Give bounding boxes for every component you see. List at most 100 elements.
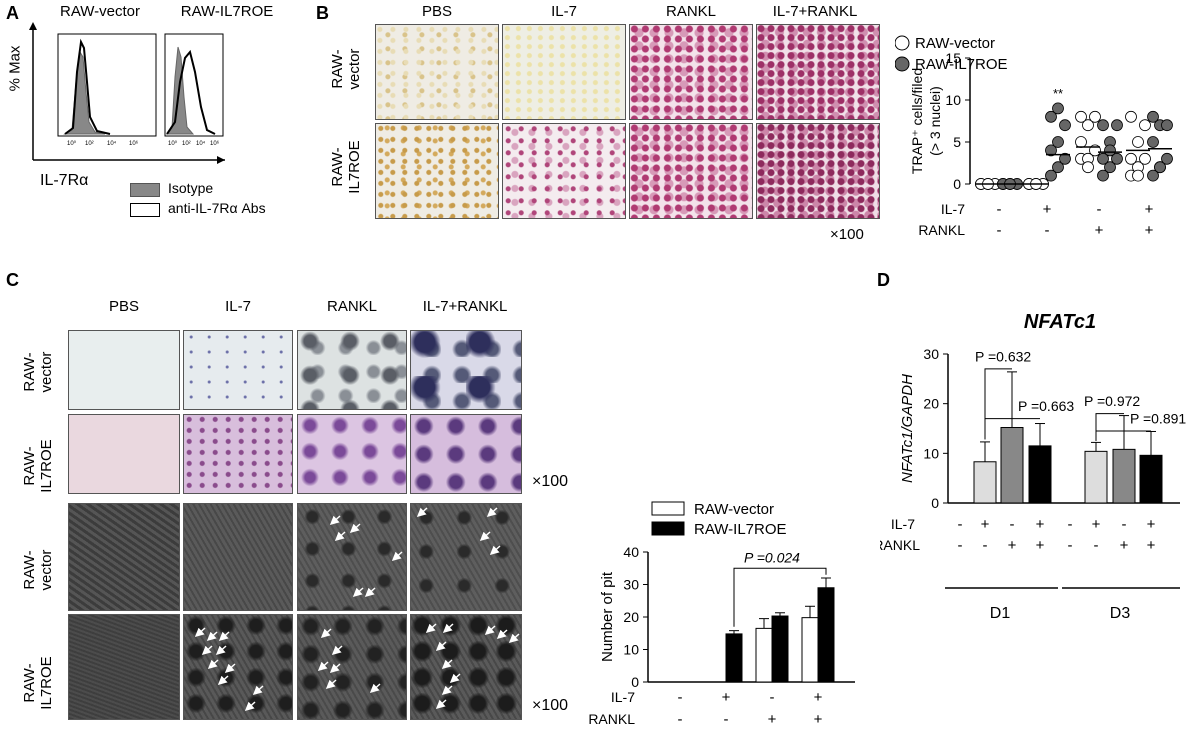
treatment-sign: +	[1145, 201, 1154, 218]
panel-b-col-label: RANKL	[665, 3, 717, 20]
treatment-sign: +	[1092, 516, 1101, 533]
y-tick-label: 0	[953, 176, 961, 192]
panel-a-x-label: IL-7Rα	[40, 172, 89, 189]
micrograph-c-vector-il7	[183, 330, 293, 410]
data-point	[1097, 152, 1109, 165]
legend-label: RAW-vector	[915, 35, 995, 52]
bar	[755, 627, 773, 683]
treatment-sign: -	[724, 711, 729, 728]
treatment-sign: -	[1068, 516, 1073, 533]
tick-label: 10⁴	[107, 140, 117, 147]
y-axis-label: Number of pit	[599, 571, 616, 662]
y-tick-label: 20	[923, 396, 939, 412]
significance-mark: **	[1053, 86, 1063, 101]
panel-d-letter: D	[877, 270, 890, 290]
treatment-sign: +	[1145, 222, 1154, 239]
tick-label: 10⁰	[67, 140, 77, 147]
bar	[1000, 427, 1024, 504]
x-axis-arrow	[217, 156, 225, 164]
micrograph-b-vector-il7-rankl	[756, 24, 880, 120]
tick-label: 10²	[85, 141, 94, 147]
data-point	[1045, 144, 1057, 157]
bar	[1139, 454, 1163, 504]
treatment-sign: +	[768, 711, 777, 728]
micrograph-c-il7roe-il7	[183, 414, 293, 494]
treatment-sign: +	[814, 711, 823, 728]
treatment-sign: +	[1008, 537, 1017, 554]
treatment-sign: -	[983, 537, 988, 554]
legend-swatch	[651, 521, 685, 536]
treatment-sign: -	[1045, 222, 1050, 239]
data-point	[1111, 119, 1123, 132]
treatment-sign: +	[1036, 537, 1045, 554]
data-point	[1147, 169, 1159, 182]
treatment-label: RANKL	[918, 222, 965, 238]
y-axis-label: (> 3 nuclei)	[927, 86, 943, 156]
treatment-sign: -	[958, 537, 963, 554]
bar	[817, 587, 835, 683]
data-point	[1161, 152, 1173, 165]
bar	[725, 633, 743, 683]
treatment-sign: +	[1120, 537, 1129, 554]
micrograph-c-pit-il7roe-rankl	[297, 614, 407, 720]
micrograph-c-il7roe-il7-rankl	[410, 414, 522, 494]
y-tick-label: 10	[623, 642, 639, 658]
data-point	[1082, 119, 1094, 132]
data-point	[1075, 136, 1087, 148]
legend-label: RAW-vector	[694, 501, 774, 518]
data-point	[1147, 136, 1159, 148]
y-tick-label: 30	[623, 577, 639, 593]
treatment-sign: -	[678, 689, 683, 706]
p-value-label: P =0.663	[1018, 398, 1074, 414]
legend-isotype-label: Isotype	[168, 180, 214, 196]
isotype-histogram-il7roe	[165, 46, 195, 135]
pit-arrow-overlay	[194, 507, 520, 711]
data-point	[1045, 110, 1057, 123]
treatment-sign: +	[981, 516, 990, 533]
panel-c-col-label: RANKL	[326, 298, 378, 315]
y-tick-label: 40	[623, 544, 639, 560]
treatment-label: RANKL	[588, 711, 635, 727]
pit-bar-chart: 0 10 20 30 40 Number of pit RAW-vector RAW-IL7R…	[588, 501, 855, 728]
data-point	[1111, 152, 1123, 165]
treatment-label: IL-7	[891, 516, 915, 532]
tick-label: 10⁰	[168, 140, 178, 147]
data-point	[1097, 169, 1109, 182]
chart-title: NFATc1	[1024, 311, 1096, 333]
treatment-label: RANKL	[880, 537, 920, 553]
micrograph-c-il7roe-pbs	[68, 414, 180, 494]
panel-b-magnification: ×100	[830, 226, 864, 243]
treatment-sign: -	[1094, 537, 1099, 554]
treatment-sign: -	[958, 516, 963, 533]
micrograph-c-il7roe-rankl	[297, 414, 407, 494]
micrograph-c-vector-pbs	[68, 330, 180, 410]
treatment-label: IL-7	[941, 201, 965, 217]
data-point	[1104, 144, 1116, 157]
p-value-label: P =0.891	[1130, 411, 1186, 427]
micrograph-b-il7roe-il7	[502, 123, 626, 219]
significance-bracket	[984, 368, 1012, 440]
micrograph-c-pit-vector-rankl	[297, 503, 407, 611]
data-point	[1154, 161, 1166, 174]
bar	[1028, 445, 1052, 504]
y-axis-label: TRAP⁺ cells/filed	[909, 68, 925, 174]
p-value-label: P =0.024	[744, 549, 800, 565]
significance-bracket	[733, 567, 827, 627]
panel-b-col-label: PBS	[421, 3, 452, 20]
treatment-sign: -	[678, 711, 683, 728]
data-point	[1052, 136, 1064, 148]
antibody-histogram-il7roe	[166, 49, 216, 135]
data-point	[1097, 119, 1109, 132]
micrograph-b-il7roe-pbs	[375, 123, 499, 219]
panel-b-col-label: IL-7+RANKL	[772, 3, 858, 20]
treatment-sign: +	[1036, 516, 1045, 533]
micrograph-c-vector-il7-rankl	[410, 330, 522, 410]
treatment-sign: +	[1095, 222, 1104, 239]
y-tick-label: 0	[631, 674, 639, 690]
arrow-icon	[194, 507, 520, 711]
panel-c-col-label: IL-7+RANKL	[422, 298, 508, 315]
data-point	[1139, 152, 1151, 165]
nfatc1-bar-chart: NFATc1 0 10 20 30 NFATc1/GAPDH P =0.632 P =0.66…	[880, 311, 1186, 622]
y-tick-label: 0	[931, 495, 939, 511]
data-point	[1059, 119, 1071, 132]
